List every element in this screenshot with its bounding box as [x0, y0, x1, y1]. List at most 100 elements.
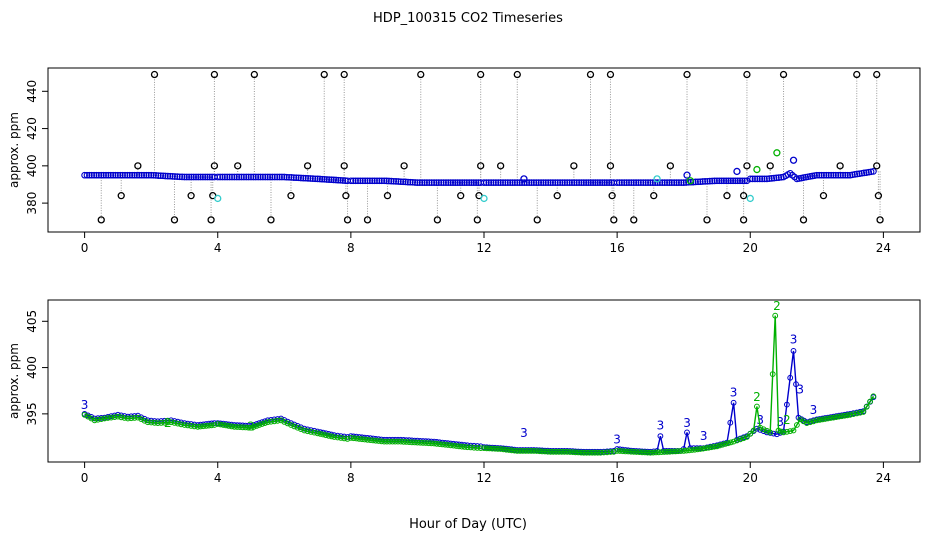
baseline-point: [722, 177, 730, 185]
baseline-point: [704, 177, 711, 185]
series-point-1: [506, 447, 512, 453]
baseline-point: [100, 171, 107, 179]
series-point-1: [863, 403, 870, 410]
series-point-1: [533, 448, 540, 454]
baseline-point: [280, 173, 288, 181]
baseline-point: [387, 177, 395, 185]
series-point-1: [517, 448, 523, 454]
series-point-1: [141, 417, 148, 424]
baseline-point: [736, 177, 744, 185]
series-point-1: [471, 444, 477, 451]
series-point-1: [168, 419, 175, 426]
series-point-1: [737, 436, 744, 443]
outlier-point: [570, 162, 578, 170]
series-point-1: [98, 416, 105, 423]
baseline-point: [490, 179, 497, 186]
series-point-1: [378, 438, 385, 445]
baseline-point: [708, 177, 716, 185]
baseline-point: [143, 171, 150, 179]
baseline-point: [302, 174, 310, 182]
baseline-point: [399, 178, 407, 186]
outlier-point: [586, 70, 595, 79]
baseline-point: [416, 179, 424, 186]
series-point-1: [481, 445, 487, 452]
outlier-point: [150, 70, 159, 79]
baseline-point: [777, 173, 785, 181]
series-point-1: [161, 419, 168, 426]
baseline-point: [754, 175, 761, 183]
series-point-1: [778, 428, 784, 435]
baseline-point: [761, 175, 768, 183]
baseline-point: [813, 171, 821, 179]
baseline-point: [178, 173, 186, 181]
series-point-1: [725, 440, 731, 447]
series-point-1: [711, 443, 718, 450]
outlier-point: [874, 192, 883, 200]
series-point-1: [600, 449, 607, 456]
baseline-point: [463, 179, 471, 186]
baseline-point: [414, 179, 421, 186]
series-point-1: [111, 414, 118, 421]
baseline-point: [295, 174, 302, 182]
baseline-point: [216, 173, 224, 181]
series-point-1: [586, 449, 593, 456]
baseline-point: [240, 173, 248, 181]
outlier-point-blue: [789, 156, 798, 164]
series-point-1: [178, 421, 185, 428]
outlier-point: [343, 216, 352, 224]
outlier-point-green: [753, 165, 761, 174]
baseline-point: [138, 171, 146, 179]
series-point-1: [217, 421, 224, 428]
baseline-point: [307, 175, 314, 182]
outlier-point: [170, 216, 179, 224]
baseline-point: [119, 171, 126, 179]
series-point-1: [259, 421, 266, 427]
series-point-1: [661, 449, 668, 455]
series-point-1: [334, 434, 341, 441]
baseline-point: [768, 175, 776, 182]
series-point-1: [819, 416, 826, 423]
series-point-1: [328, 433, 335, 440]
baseline-point: [411, 179, 419, 186]
series-point-1: [406, 439, 413, 446]
y-tick-label-bottom: 405: [25, 310, 39, 333]
baseline-point: [126, 171, 134, 179]
series-point-1: [422, 440, 429, 446]
series-point-1: [264, 419, 271, 426]
x-tick-label-top: 20: [743, 241, 758, 255]
baseline-point: [598, 179, 606, 186]
series-label-1: 2: [753, 390, 761, 404]
baseline-point: [90, 171, 98, 179]
baseline-point: [832, 171, 840, 179]
series-point-1: [105, 415, 111, 421]
series-point-1: [655, 449, 662, 456]
baseline-point: [199, 173, 207, 181]
outlier-point: [630, 216, 638, 224]
outlier-point: [250, 70, 259, 79]
series-point-1: [607, 449, 614, 455]
series-point-0: [790, 348, 797, 354]
baseline-point: [701, 178, 709, 185]
baseline-point: [658, 179, 666, 186]
baseline-point: [743, 177, 751, 185]
baseline-point: [694, 178, 702, 186]
series-point-1: [547, 448, 554, 455]
outlier-point: [873, 70, 881, 79]
baseline-point: [570, 179, 578, 186]
series-point-1: [400, 438, 407, 445]
series-point-0: [684, 429, 690, 436]
baseline-point: [352, 177, 359, 185]
baseline-point: [566, 179, 573, 186]
series-point-1: [740, 435, 747, 442]
baseline-point: [314, 175, 321, 183]
baseline-point: [820, 171, 828, 179]
outlier-point: [134, 162, 142, 170]
outlier-point: [210, 70, 219, 79]
baseline-point: [499, 179, 507, 186]
outlier-point: [799, 216, 808, 224]
baseline-point: [385, 177, 393, 185]
series-point-1: [350, 435, 357, 442]
series-point-0: [344, 434, 351, 440]
outlier-point: [876, 216, 884, 224]
series-point-1: [171, 420, 178, 426]
